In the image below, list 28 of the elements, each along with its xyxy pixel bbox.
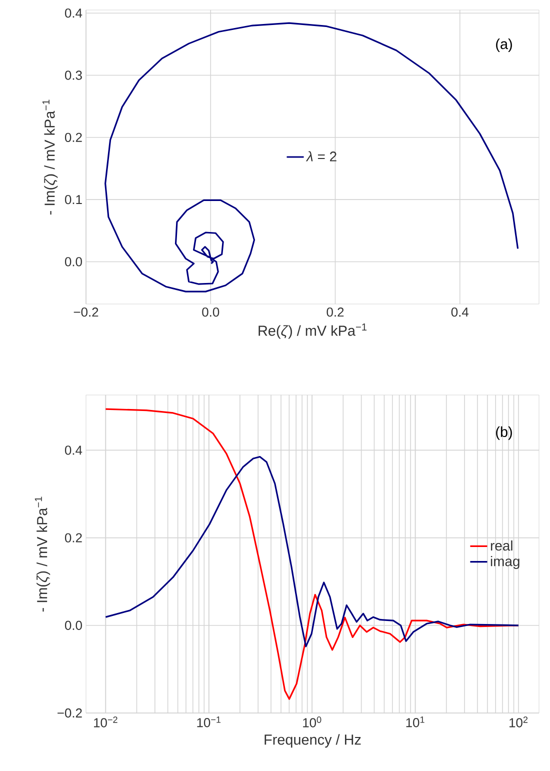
line-series	[104, 22, 519, 292]
x-tick-label: 10$^{0}$	[303, 716, 322, 728]
y-tick-label: −0.2	[58, 708, 82, 718]
x-tick-label: 10$^{2}$	[510, 716, 528, 728]
y-axis-title: - Im(ζ) / mV kPa$^{−1}$	[42, 100, 58, 215]
x-tick-label: 10$^{−1}$	[197, 716, 221, 728]
y-tick-label: 0.3	[64, 70, 82, 80]
y-axis-title: - Im(ζ) / mV kPa$^{−1}$	[34, 496, 50, 612]
annotation: (a)	[496, 38, 512, 52]
legend-label: λ = 2	[306, 151, 336, 162]
x-axis-title: Re(ζ) / mV kPa$^{−1}$	[258, 324, 367, 339]
legend-label: real	[490, 540, 512, 551]
y-tick-label: 0.2	[64, 533, 82, 542]
x-tick-label: 0.0	[202, 308, 220, 317]
y-tick-label: 0.4	[64, 8, 82, 18]
y-tick-label: 0.2	[64, 132, 82, 142]
x-tick-label: 0.2	[326, 308, 344, 317]
y-tick-label: 0.1	[64, 194, 82, 204]
x-tick-label: −0.2	[74, 308, 98, 317]
x-tick-label: 0.4	[451, 308, 468, 317]
y-tick-label: 0.4	[64, 446, 82, 455]
y-tick-label: 0.0	[64, 620, 82, 630]
x-tick-label: 10$^{1}$	[406, 716, 424, 728]
x-axis-title: Frequency / Hz	[264, 734, 361, 748]
legend-label: imag	[490, 556, 520, 569]
annotation: (b)	[496, 426, 512, 440]
x-tick-label: 10$^{−2}$	[94, 716, 118, 728]
y-tick-label: 0.0	[64, 257, 82, 266]
